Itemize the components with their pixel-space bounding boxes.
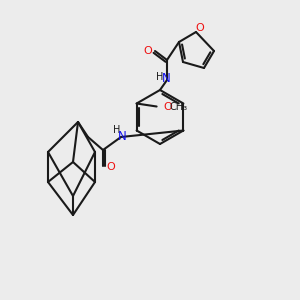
Text: H: H [113,125,121,135]
Text: O: O [106,162,116,172]
Text: O: O [196,23,204,33]
Text: N: N [118,130,126,142]
Text: O: O [163,103,172,112]
Text: CH₃: CH₃ [169,103,188,112]
Text: O: O [144,46,152,56]
Text: N: N [162,73,170,85]
Text: H: H [156,72,164,82]
